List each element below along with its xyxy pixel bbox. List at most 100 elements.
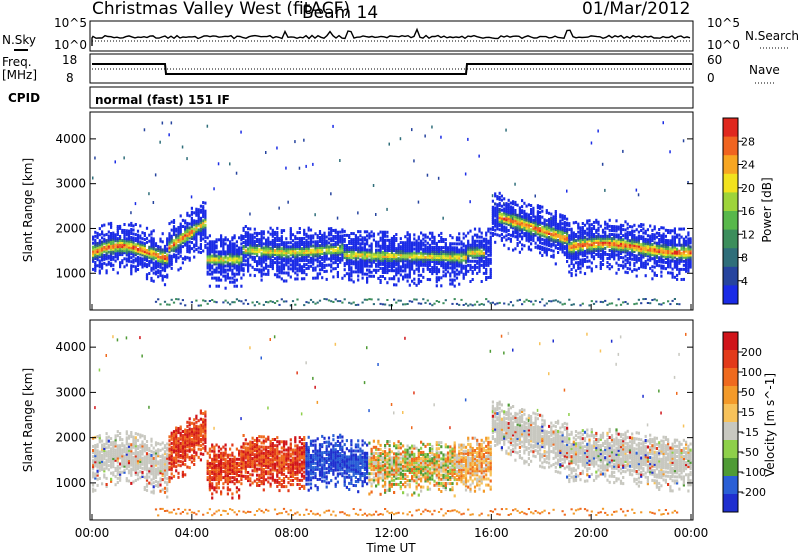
power-echo-cell: [359, 262, 362, 266]
power-echo-cell: [136, 241, 140, 245]
power-echo-cell: [431, 249, 434, 253]
power-echo-cell: [379, 279, 382, 282]
power-echo-cell: [498, 203, 501, 207]
power-echo-cell: [348, 234, 351, 237]
power-echo-cell: [112, 245, 115, 249]
power-echo-cell: [689, 259, 692, 263]
power-speckle: [469, 200, 471, 204]
power-echo-cell: [521, 223, 524, 227]
power-echo-cell: [476, 235, 479, 239]
power-speckle: [467, 137, 469, 141]
power-echo-cell: [460, 248, 463, 252]
power-echo-cell: [256, 240, 259, 243]
power-echo-cell: [404, 275, 407, 279]
velocity-echo-cell: [92, 444, 95, 448]
power-echo-cell: [667, 245, 670, 249]
power-echo-cell: [381, 252, 384, 256]
power-echo-cell: [280, 253, 283, 257]
power-echo-cell: [190, 301, 193, 304]
power-echo-cell: [334, 267, 337, 271]
velocity-echo-cell: [103, 455, 106, 459]
power-speckle: [235, 171, 238, 175]
power-echo-cell: [631, 251, 634, 255]
power-echo-cell: [366, 268, 369, 272]
power-echo-cell: [357, 236, 360, 240]
power-echo-cell: [487, 241, 490, 245]
power-echo-cell: [678, 269, 681, 273]
power-echo-cell: [653, 271, 656, 275]
power-echo-cell: [678, 261, 681, 265]
power-echo-cell: [350, 232, 353, 235]
power-echo-cell: [134, 249, 137, 253]
power-echo-cell: [435, 248, 438, 251]
power-echo-cell: [262, 252, 265, 256]
power-echo-cell: [390, 243, 393, 246]
power-echo-cell: [608, 241, 611, 244]
power-echo-cell: [280, 243, 283, 247]
power-echo-cell: [570, 233, 573, 237]
power-echo-cell: [397, 245, 400, 249]
power-echo-cell: [139, 248, 142, 252]
power-echo-cell: [442, 302, 445, 305]
power-echo-cell: [487, 229, 490, 233]
power-echo-cell: [199, 224, 202, 228]
power-echo-cell: [566, 255, 569, 259]
power-echo-cell: [381, 254, 384, 258]
power-echo-cell: [512, 220, 515, 224]
power-echo-cell: [408, 249, 411, 253]
velocity-echo-cell: [107, 443, 110, 447]
power-echo-cell: [217, 264, 220, 268]
velocity-echo-cell: [107, 439, 110, 443]
power-echo-cell: [168, 260, 171, 264]
power-echo-cell: [637, 230, 640, 234]
power-echo-cell: [507, 223, 510, 226]
power-echo-cell: [516, 235, 519, 239]
power-echo-cell: [107, 230, 110, 234]
power-echo-cell: [592, 227, 596, 230]
power-echo-cell: [521, 247, 524, 251]
power-echo-cell: [314, 244, 317, 248]
power-echo-cell: [644, 243, 647, 247]
power-echo-cell: [386, 269, 389, 273]
power-echo-cell: [437, 270, 441, 274]
power-echo-cell: [595, 228, 598, 232]
power-echo-cell: [339, 234, 342, 238]
power-echo-cell: [148, 249, 151, 253]
power-echo-cell: [213, 270, 216, 274]
power-echo-cell: [590, 235, 593, 239]
power-echo-cell: [287, 255, 290, 259]
power-echo-cell: [449, 244, 452, 248]
power-echo-cell: [386, 250, 389, 254]
power-echo-cell: [202, 211, 205, 215]
power-echo-cell: [604, 236, 607, 240]
power-echo-cell: [442, 264, 445, 268]
power-echo-cell: [397, 277, 400, 281]
power-echo-cell: [285, 253, 288, 257]
power-echo-cell: [568, 248, 571, 252]
power-echo-cell: [379, 302, 382, 305]
power-echo-cell: [96, 250, 99, 254]
power-echo-cell: [267, 246, 270, 250]
power-echo-cell: [276, 245, 279, 249]
beam-title: Beam 14: [302, 3, 378, 23]
power-echo-cell: [640, 245, 643, 249]
power-echo-cell: [512, 212, 515, 216]
power-echo-cell: [298, 239, 301, 243]
power-echo-cell: [617, 243, 620, 247]
power-echo-cell: [217, 254, 220, 258]
power-echo-cell: [437, 258, 441, 262]
power-echo-cell: [626, 271, 629, 275]
power-echo-cell: [161, 266, 164, 270]
power-echo-cell: [381, 238, 384, 242]
power-echo-cell: [435, 260, 438, 264]
power-echo-cell: [262, 256, 265, 260]
velocity-echo-cell: [127, 471, 131, 475]
power-echo-cell: [408, 247, 411, 251]
power-echo-cell: [482, 263, 485, 267]
power-echo-cell: [613, 235, 616, 239]
power-echo-cell: [222, 242, 225, 246]
power-echo-cell: [655, 253, 658, 257]
power-echo-cell: [384, 269, 387, 272]
power-echo-cell: [617, 255, 620, 259]
velocity-echo-cell: [101, 464, 104, 467]
